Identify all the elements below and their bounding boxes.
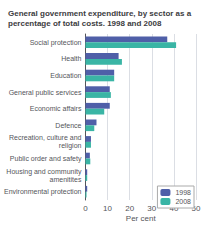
- svg-text:Housing and community: Housing and community: [6, 168, 82, 176]
- svg-text:0: 0: [83, 204, 88, 213]
- svg-text:Health: Health: [61, 55, 81, 62]
- svg-text:30: 30: [147, 204, 156, 213]
- svg-text:General public services: General public services: [9, 89, 82, 97]
- svg-text:Public order and safety: Public order and safety: [10, 155, 82, 163]
- svg-text:amenitites: amenitites: [50, 176, 82, 183]
- svg-text:religion: religion: [59, 142, 82, 150]
- svg-text:10: 10: [103, 204, 112, 213]
- svg-text:Environmental protection: Environmental protection: [4, 188, 82, 196]
- svg-text:20: 20: [125, 204, 134, 213]
- svg-text:1998: 1998: [175, 189, 191, 196]
- svg-text:General government expenditure: General government expenditure, by secto…: [8, 9, 192, 18]
- svg-text:2008: 2008: [175, 198, 191, 205]
- svg-text:Education: Education: [50, 72, 81, 79]
- svg-text:percentage of total costs. 199: percentage of total costs. 1998 and 2008: [8, 19, 162, 28]
- svg-text:Recreation, culture and: Recreation, culture and: [9, 134, 81, 141]
- svg-text:Defence: Defence: [55, 122, 81, 129]
- svg-text:50: 50: [191, 203, 201, 213]
- svg-text:Per cent: Per cent: [126, 214, 157, 223]
- svg-text:Economic affairs: Economic affairs: [30, 105, 82, 112]
- svg-text:Social protection: Social protection: [30, 39, 82, 47]
